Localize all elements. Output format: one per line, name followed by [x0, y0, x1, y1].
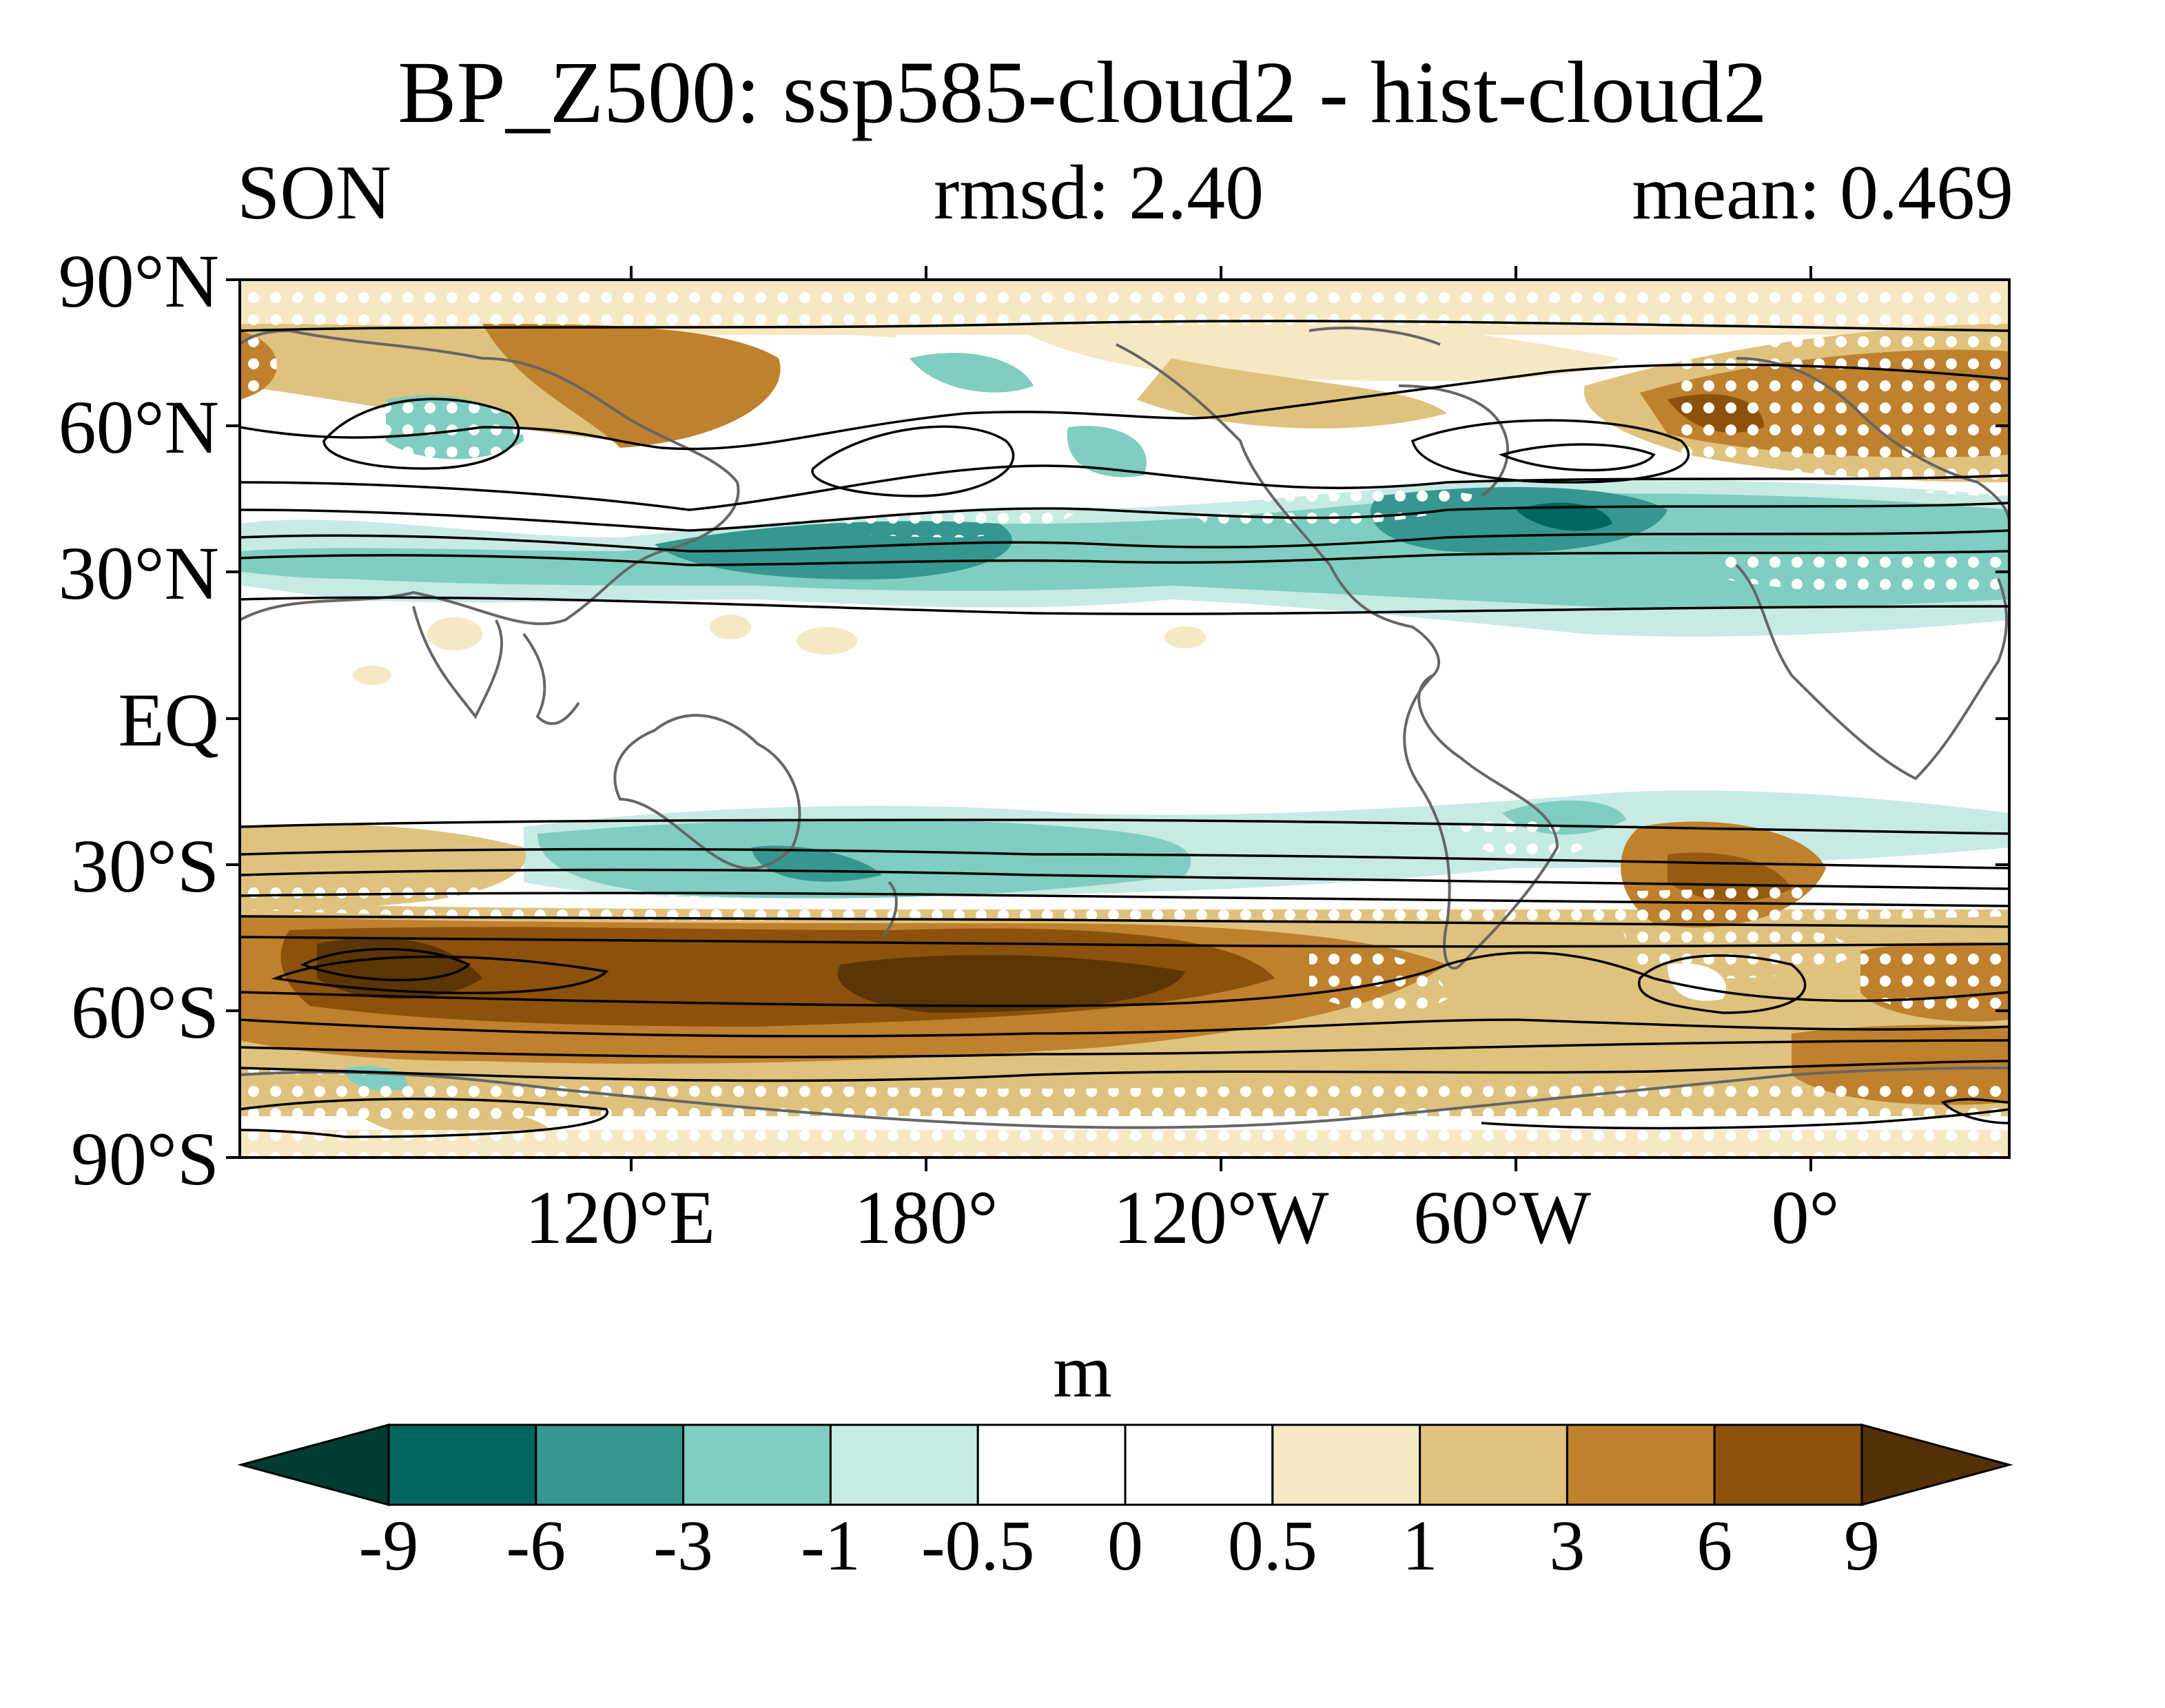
lat-label-90s: 90°S: [70, 1117, 219, 1201]
lat-label-90n: 90°N: [58, 239, 219, 323]
season-label: SON: [237, 150, 392, 236]
colorbar-box: [1713, 1423, 1863, 1506]
north-teal-anomaly: [240, 353, 2009, 637]
colorbar-tick-label: -3: [653, 1506, 713, 1585]
lon-label-60w: 60°W: [1413, 1175, 1591, 1259]
colorbar-box: [976, 1423, 1127, 1506]
colorbar-box: [1566, 1423, 1716, 1506]
colorbar-tick-label: -6: [506, 1506, 566, 1585]
lat-label-30n: 30°N: [58, 531, 219, 615]
map-field: [240, 280, 2009, 1157]
colorbar-extend-low: [237, 1423, 390, 1506]
colorbar-extend-high: [1860, 1423, 2013, 1506]
lon-label-180: 180°: [854, 1175, 998, 1259]
colorbar-tick-label: 0: [1107, 1506, 1143, 1585]
lon-label-120e: 120°E: [524, 1175, 716, 1259]
colorbar-box: [1124, 1423, 1274, 1506]
significance-stippling: [240, 280, 2009, 1157]
colorbar-tick-label: 6: [1696, 1506, 1733, 1585]
colorbar-tick-label: -1: [801, 1506, 861, 1585]
lat-label-60s: 60°S: [70, 970, 219, 1054]
rmsd-label: rmsd: 2.40: [934, 150, 1264, 236]
colorbar: [237, 1423, 2013, 1506]
colorbar-tick-label: 3: [1549, 1506, 1586, 1585]
colorbar-box: [387, 1423, 537, 1506]
colorbar-unit: m: [1053, 1329, 1112, 1413]
lon-label-0: 0°: [1771, 1175, 1840, 1259]
colorbar-tick-label: -0.5: [921, 1506, 1035, 1585]
figure-title: BP_Z500: ssp585-cloud2 - hist-cloud2: [398, 43, 1767, 141]
lon-label-120w: 120°W: [1113, 1175, 1329, 1259]
colorbar-box: [829, 1423, 979, 1506]
colorbar-tick-label: -9: [358, 1506, 419, 1585]
colorbar-box: [1271, 1423, 1422, 1506]
mean-label: mean: 0.469: [1632, 150, 2013, 236]
colorbar-tick-label: 9: [1844, 1506, 1880, 1585]
lat-label-60n: 60°N: [58, 385, 219, 469]
tropical-patches: [353, 615, 1206, 685]
axis-ticks: [226, 266, 2009, 1171]
colorbar-box: [682, 1423, 832, 1506]
lat-label-30s: 30°S: [70, 824, 219, 908]
colorbar-tick-label: 1: [1402, 1506, 1438, 1585]
colorbar-tick-label: 0.5: [1227, 1506, 1317, 1585]
climatology-contours: [240, 320, 2009, 1138]
colorbar-box: [535, 1423, 685, 1506]
colorbar-box: [1419, 1423, 1568, 1506]
lat-label-eq: EQ: [118, 678, 219, 762]
